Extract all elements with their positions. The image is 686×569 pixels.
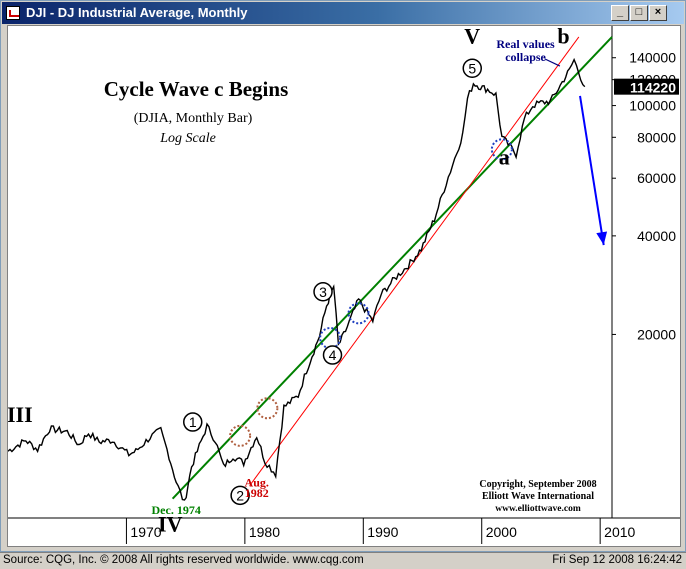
- chart-title: Cycle Wave c Begins: [104, 77, 289, 101]
- highlight-circle: [319, 327, 342, 350]
- y-tick-label: 40000: [637, 228, 676, 244]
- y-tick-label: 140000: [629, 50, 676, 66]
- window-title: DJI - DJ Industrial Average, Monthly: [26, 5, 248, 20]
- circled-label-ring: [183, 412, 203, 432]
- copyright-line: Copyright, September 2008: [479, 479, 596, 490]
- close-button[interactable]: ×: [649, 5, 667, 21]
- circled-label: 4: [329, 347, 337, 363]
- highlight-circle: [256, 397, 279, 420]
- x-tick-label: 1990: [367, 524, 398, 540]
- price-line: [8, 57, 586, 501]
- wave-label: IV: [158, 512, 183, 537]
- chart-subtitle: (DJIA, Monthly Bar): [134, 111, 253, 126]
- minimize-button[interactable]: _: [611, 5, 629, 21]
- wave-label: a: [499, 145, 510, 170]
- status-source: Source: CQG, Inc. © 2008 All rights rese…: [3, 554, 364, 566]
- green-trendline: [171, 36, 613, 500]
- status-bar: Source: CQG, Inc. © 2008 All rights rese…: [0, 552, 686, 569]
- circled-label-ring: [230, 485, 250, 506]
- last-value-label: 114220: [630, 80, 676, 96]
- y-tick-label: 100000: [629, 98, 676, 114]
- circled-label-ring: [462, 58, 483, 79]
- y-tick-label: 20000: [637, 326, 676, 342]
- wave-label: III: [8, 402, 33, 427]
- scale-note: Log Scale: [159, 131, 216, 146]
- dow-chart: Cycle Wave c Begins (DJIA, Monthly Bar) …: [8, 26, 680, 544]
- last-value-box: [614, 78, 679, 95]
- annotation: Aug.: [245, 475, 269, 489]
- real-values-arrow: [544, 58, 561, 67]
- maximize-button[interactable]: □: [630, 5, 648, 21]
- annotation: Real values: [496, 37, 555, 51]
- copyright-line: Elliott Wave International: [482, 491, 594, 502]
- chart-area[interactable]: Cycle Wave c Begins (DJIA, Monthly Bar) …: [7, 25, 681, 547]
- y-tick-label: 60000: [637, 170, 676, 186]
- x-tick-label: 2010: [604, 524, 635, 540]
- highlight-circle: [347, 302, 370, 325]
- y-tick-label: 80000: [637, 129, 676, 145]
- circled-label: 1: [189, 414, 197, 430]
- wave-label: b: [557, 26, 569, 48]
- status-datetime: Fri Sep 12 2008 16:24:42: [552, 554, 682, 566]
- circled-label-ring: [322, 345, 343, 365]
- annotation: 1982: [245, 486, 269, 500]
- x-tick-label: 1980: [249, 524, 280, 540]
- circled-label: 2: [236, 487, 244, 503]
- projection-arrow-line: [579, 95, 605, 246]
- highlight-circle: [229, 424, 252, 447]
- chart-window: DJI - DJ Industrial Average, Monthly _ □…: [0, 0, 686, 552]
- wave-label: V: [464, 26, 480, 48]
- title-bar[interactable]: DJI - DJ Industrial Average, Monthly _ □…: [2, 2, 684, 24]
- projection-arrow-head: [596, 231, 608, 246]
- highlight-circle: [490, 138, 513, 161]
- circled-label-ring: [313, 282, 333, 302]
- circled-label: 3: [319, 284, 327, 300]
- copyright-line: www.elliottwave.com: [495, 504, 581, 514]
- annotation: Dec. 1974: [152, 503, 201, 517]
- x-tick-label: 1970: [130, 524, 161, 540]
- circled-label: 5: [468, 60, 476, 76]
- annotation: collapse: [505, 50, 546, 64]
- chart-app-icon[interactable]: [6, 6, 20, 20]
- x-tick-label: 2000: [486, 524, 517, 540]
